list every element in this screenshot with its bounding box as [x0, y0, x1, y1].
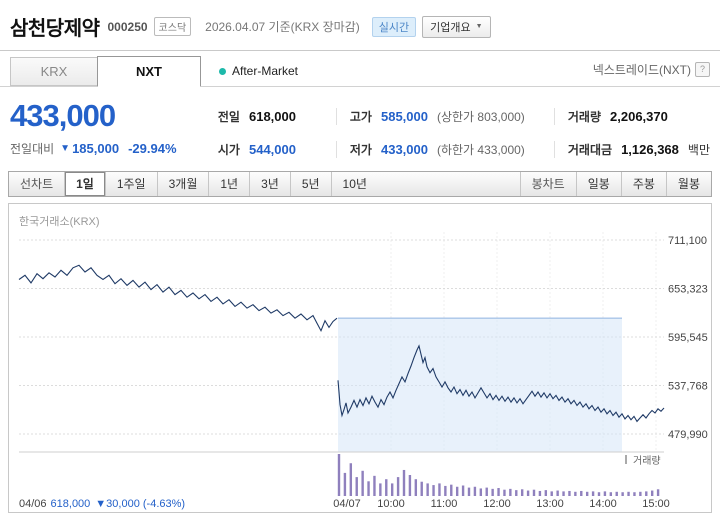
provider-text: 넥스트레이드(NXT): [592, 63, 691, 77]
high-cell: 고가 585,000 (상한가 803,000): [335, 108, 554, 125]
market-badge: 코스닥: [153, 17, 192, 36]
volume-value: 2,206,370: [610, 109, 668, 124]
svg-text:12:00: 12:00: [483, 498, 511, 510]
svg-text:15:00: 15:00: [642, 498, 670, 510]
price-chart[interactable]: 711,100 653,323 595,545 537,768 479,990 거래량 04…: [9, 204, 711, 510]
stock-code: 000250: [107, 19, 148, 34]
svg-text:04/07: 04/07: [333, 498, 361, 510]
prev-close-value: 618,000: [248, 109, 296, 124]
stock-name: 삼천당제약: [10, 18, 100, 40]
after-market-label: After-Market: [232, 64, 299, 78]
prev-close-label: 전일: [217, 110, 240, 124]
period-1w[interactable]: 1주일: [104, 172, 157, 196]
help-icon[interactable]: ?: [695, 62, 710, 77]
price-change-row: 전일대비 ▼ 185,000 -29.94%: [10, 140, 218, 157]
amount-cell: 거래대금 1,126,368 백만: [553, 141, 710, 158]
change-percent: -29.94%: [128, 140, 177, 156]
tab-krx[interactable]: KRX: [10, 57, 98, 86]
volume-label: 거래량: [567, 110, 602, 124]
amount-unit: 백만: [687, 143, 710, 157]
period-3m[interactable]: 3개월: [156, 172, 209, 196]
svg-text:653,323: 653,323: [668, 283, 708, 295]
chart-area: 한국거래소(KRX) 711,100 653,323 595,545 537,768 4…: [8, 203, 712, 513]
down-arrow-icon: ▼: [60, 142, 71, 154]
amount-value: 1,126,368: [621, 142, 679, 157]
high-label: 고가: [349, 110, 372, 124]
price-summary-grid: 전일 618,000 고가 585,000 (상한가 803,000) 거래량 …: [218, 100, 710, 158]
period-10y[interactable]: 10년: [330, 172, 378, 196]
date-info: 2026.04.07 기준(KRX 장마감): [205, 20, 360, 34]
provider-label: 넥스트레이드(NXT) ?: [593, 61, 710, 78]
open-label: 시가: [217, 143, 240, 157]
line-chart-label[interactable]: 선차트: [20, 177, 54, 191]
chart-controls-bar: 선차트 1일 1주일 3개월 1년 3년 5년 10년 봉차트 일봉 주봉 월봉: [8, 171, 712, 197]
current-price: 433,000: [10, 98, 116, 133]
period-3y[interactable]: 3년: [249, 172, 290, 196]
chart-source-label: 한국거래소(KRX): [19, 216, 100, 228]
amount-label: 거래대금: [567, 143, 613, 157]
svg-text:537,768: 537,768: [668, 380, 708, 392]
high-value: 585,000: [380, 109, 428, 124]
chevron-down-icon: ▼: [475, 23, 483, 30]
candle-chart-controls: 봉차트 일봉 주봉 월봉: [519, 172, 711, 196]
price-section: 433,000 전일대비 ▼ 185,000 -29.94% 전일 618,00…: [0, 87, 720, 170]
current-price-block: 433,000 전일대비 ▼ 185,000 -29.94%: [10, 98, 218, 158]
change-value: 185,000: [72, 140, 120, 156]
volume-cell: 거래량 2,206,370: [553, 108, 710, 125]
after-market-indicator: After-Market: [219, 64, 298, 78]
candle-daily[interactable]: 일봉: [575, 172, 621, 196]
low-cell: 저가 433,000 (하한가 433,000): [335, 141, 554, 158]
low-value: 433,000: [380, 142, 428, 157]
open-value: 544,000: [248, 142, 296, 157]
after-market-dot-icon: [219, 67, 226, 75]
header: 삼천당제약 000250 코스닥 2026.04.07 기준(KRX 장마감) …: [0, 0, 720, 50]
company-overview-label: 기업개요: [430, 21, 471, 34]
period-5y[interactable]: 5년: [289, 172, 331, 196]
svg-text:10:00: 10:00: [377, 498, 405, 510]
header-divider: [0, 50, 720, 51]
svg-text:거래량: 거래량: [633, 455, 661, 467]
upper-limit: (상한가 803,000): [436, 110, 525, 124]
prev-close-cell: 전일 618,000: [218, 108, 336, 125]
period-1d[interactable]: 1일: [64, 172, 105, 196]
svg-text:479,990: 479,990: [668, 429, 708, 441]
candle-weekly[interactable]: 주봉: [620, 172, 666, 196]
svg-text:11:00: 11:00: [431, 498, 458, 510]
change-label: 전일대비: [10, 141, 55, 156]
lower-limit: (하한가 433,000): [436, 143, 525, 157]
realtime-badge[interactable]: 실시간: [371, 16, 417, 37]
svg-text:14:00: 14:00: [589, 498, 617, 510]
tab-nxt[interactable]: NXT: [97, 56, 201, 87]
candle-monthly[interactable]: 월봉: [665, 172, 711, 196]
line-chart-controls: 선차트 1일 1주일 3개월 1년 3년 5년 10년: [9, 172, 378, 196]
svg-text:13:00: 13:00: [536, 498, 564, 510]
candle-chart-label[interactable]: 봉차트: [519, 172, 576, 196]
open-cell: 시가 544,000: [218, 141, 336, 158]
market-tab-row: KRX NXT After-Market 넥스트레이드(NXT) ?: [0, 51, 720, 87]
svg-text:711,100: 711,100: [668, 235, 707, 247]
svg-text:595,545: 595,545: [668, 332, 708, 344]
company-overview-button[interactable]: 기업개요 ▼: [422, 15, 491, 38]
period-1y[interactable]: 1년: [208, 172, 249, 196]
low-label: 저가: [349, 143, 372, 157]
